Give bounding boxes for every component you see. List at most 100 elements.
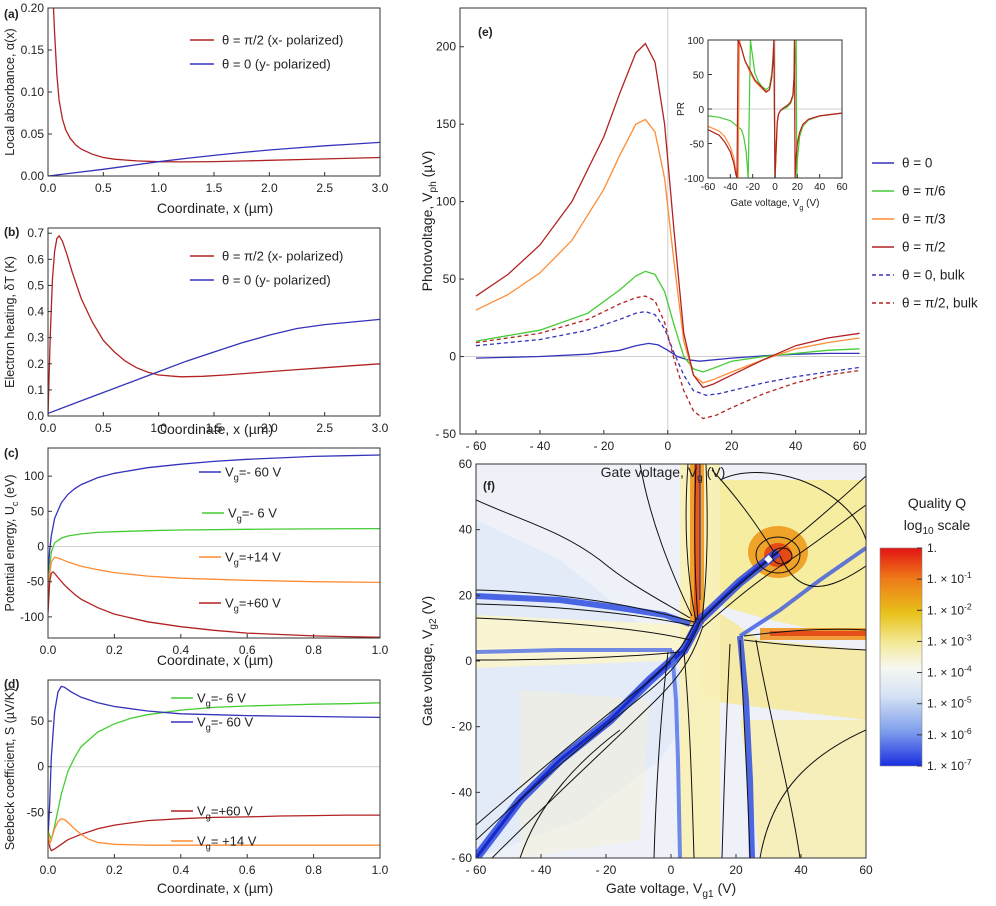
x-tick-label: 0.6 [239, 863, 256, 877]
y-tick-label: - 50 [435, 427, 456, 441]
series-line-c-2 [48, 556, 380, 603]
series-line-c-1 [48, 527, 380, 603]
legend-entry: Vg= +14 V [197, 834, 257, 852]
legend-entry: Vg=- 6 V [228, 506, 277, 524]
series-line-d-3 [48, 817, 380, 846]
x-tick-label: 0 [668, 863, 675, 877]
legend-entry: Vg=- 6 V [197, 691, 246, 709]
legend-entry: θ = π/6 [902, 184, 945, 199]
x-tick-label: -60 [701, 182, 716, 193]
x-tick-label: 0.4 [172, 643, 189, 657]
y-tick-label: 50 [693, 71, 705, 82]
x-tick-label: 20 [725, 439, 739, 453]
y-axis-label: Photovoltage, Vph (µV) [419, 151, 439, 292]
x-tick-label: - 20 [596, 863, 617, 877]
x-tick-label: 1.0 [372, 643, 389, 657]
x-tick-label: - 20 [594, 439, 615, 453]
x-tick-label: 0.0 [40, 181, 57, 195]
panel-label: (b) [4, 225, 19, 239]
y-tick-label: 0.5 [27, 278, 44, 292]
quality-heatmap [476, 464, 866, 858]
x-tick-label: 60 [836, 182, 848, 193]
series-line-b-1 [48, 318, 380, 415]
panel-label: (d) [4, 677, 19, 691]
x-tick-label: 1.5 [206, 181, 223, 195]
x-tick-label: 0 [664, 439, 671, 453]
x-tick-label: 60 [853, 439, 867, 453]
y-tick-label: 0.2 [27, 357, 44, 371]
x-tick-label: 0.8 [305, 863, 322, 877]
panel-label: (f) [483, 479, 495, 493]
legend-entry: θ = 0 (y- polarized) [222, 57, 331, 72]
legend-entry: Vg=+60 V [197, 804, 253, 822]
colorbar-label: 1. × 10-6 [927, 726, 972, 742]
series-line-a-1 [48, 141, 380, 176]
y-tick-label: -50 [27, 575, 45, 589]
legend-entry: Vg=- 60 V [225, 465, 281, 483]
quality-contours [476, 464, 866, 858]
y-tick-label: 60 [459, 457, 473, 471]
y-tick-label: 0.20 [21, 1, 45, 15]
x-axis-label: Coordinate, x (µm) [157, 880, 273, 896]
optimum-marker [764, 554, 773, 564]
series-line-d-0 [48, 702, 380, 842]
legend-entry: θ = 0, bulk [902, 268, 965, 283]
x-axis-label: Coordinate, x (µm) [157, 421, 273, 437]
x-tick-label: 1.5 [206, 421, 223, 435]
y-tick-label: 0.7 [27, 226, 44, 240]
y-axis-label: Gate voltage, Vg2 (V) [419, 596, 439, 726]
legend-entry: Vg=+14 V [225, 550, 281, 568]
y-tick-label: 0.10 [21, 85, 45, 99]
colorbar [879, 547, 923, 767]
colorbar-subtitle: log10 scale [904, 517, 971, 537]
colorbar-label: 1. × 10-3 [927, 632, 972, 648]
x-axis-label: Gate voltage, Vg1 (V) [606, 880, 736, 900]
x-axis-label: Gate voltage, Vg (V) [730, 198, 819, 212]
x-tick-label: - 40 [530, 439, 551, 453]
series-line-c-0 [48, 454, 380, 575]
plot-frame-d [47, 679, 381, 859]
y-tick-label: 150 [436, 117, 456, 131]
y-tick-label: 40 [459, 523, 473, 537]
x-tick-label: 3.0 [372, 181, 389, 195]
y-tick-label: 0.6 [27, 252, 44, 266]
x-tick-label: 0.8 [305, 643, 322, 657]
series-line-d-1 [48, 685, 380, 840]
x-tick-label: 0.2 [106, 863, 123, 877]
y-tick-label: -100 [684, 174, 704, 185]
y-tick-label: 0 [37, 540, 44, 554]
x-tick-label: 2.0 [261, 181, 278, 195]
y-tick-label: 50 [31, 714, 45, 728]
x-tick-label: 20 [729, 863, 743, 877]
x-tick-label: -20 [745, 182, 760, 193]
y-axis-label: Local absorbance, α(x) [3, 28, 17, 155]
legend-entry: Vg=- 60 V [197, 715, 253, 733]
y-axis-label: Electron heating, δT (K) [3, 256, 17, 388]
y-tick-label: 0.00 [21, 169, 45, 183]
y-tick-label: 0.4 [27, 305, 44, 319]
legend-entry: θ = π/2 (x- polarized) [222, 33, 343, 48]
x-tick-label: - 60 [466, 439, 487, 453]
x-tick-label: 0.2 [106, 643, 123, 657]
colorbar-title: Quality Q [908, 495, 966, 511]
y-tick-label: - 40 [451, 785, 472, 799]
colorbar-label: 1. × 10-5 [927, 695, 972, 711]
x-tick-label: 60 [859, 863, 873, 877]
y-axis-label: Potential energy, Uc (eV) [3, 475, 20, 612]
chart-panel-d: 0.0 0.2 0.4 0.6 0.8 1.0 -50 0 50 Coordinate, x (µ… [3, 677, 389, 896]
series-line-e-5 [475, 295, 860, 420]
y-tick-label: 0 [465, 654, 472, 668]
legend-entry: θ = π/2, bulk [902, 296, 978, 311]
chart-panel-e: - 60- 40- 20 0 20 40 60- 50050100150200Gate … [419, 7, 978, 484]
x-tick-label: 0.0 [40, 643, 57, 657]
chart-panel-a: 0.0 0.5 1.0 1.5 2.0 2.5 3.0 0.00 0.05 0.10 0.15 0.2… [3, 1, 389, 216]
colorbar-label: 1. × 10-1 [927, 570, 972, 586]
y-tick-label: 20 [459, 588, 473, 602]
panel-label: (e) [478, 25, 493, 39]
chart-panel-e-inset: -60 -40 -20 0 20 40 60 -100 -50 0 50 100 Gate voltag… [676, 36, 848, 212]
y-tick-label: 0.1 [27, 383, 44, 397]
x-tick-label: 20 [792, 182, 804, 193]
y-tick-label: 50 [31, 504, 45, 518]
y-axis-label: Seebeck coefficient, S (µV/K) [3, 688, 17, 851]
